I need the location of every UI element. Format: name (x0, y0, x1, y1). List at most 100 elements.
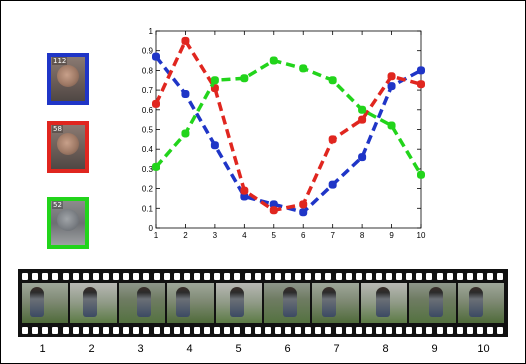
series-2-point (240, 74, 249, 83)
x-tick-label: 5 (272, 231, 277, 240)
sprocket-hole (355, 326, 362, 334)
sprocket-hole (102, 272, 109, 280)
frame-number-label: 3 (137, 343, 144, 355)
sprocket-hole (204, 326, 211, 334)
series-2-point (210, 76, 219, 85)
sprocket-hole (62, 272, 69, 280)
y-tick-label: 0.6 (142, 106, 154, 115)
y-tick-label: 0.1 (142, 204, 154, 213)
sprocket-hole (264, 326, 271, 334)
sprocket-hole (143, 272, 150, 280)
runner-figure (176, 287, 191, 317)
sprocket-hole (396, 272, 403, 280)
sprocket-hole (42, 326, 49, 334)
series-0-point (358, 153, 367, 162)
sprocket-hole (426, 272, 433, 280)
series-2-point (181, 129, 190, 138)
sprocket-hole (62, 326, 69, 334)
sprocket-hole (325, 272, 332, 280)
series-1-point (299, 200, 308, 209)
frame-number-label: 7 (333, 343, 340, 355)
y-tick-label: 0.3 (142, 165, 154, 174)
face-image (57, 209, 79, 231)
thumbnail-person-52: 52 (47, 197, 89, 249)
filmstrip-frames (22, 283, 505, 323)
sprocket-hole (315, 272, 322, 280)
runner-figure (429, 287, 444, 317)
sprocket-hole (163, 326, 170, 334)
runner-figure (375, 287, 390, 317)
sprocket-hole (436, 272, 443, 280)
sprocket-hole (153, 326, 160, 334)
frame-number-label: 9 (431, 343, 438, 355)
frame-number-label: 4 (186, 343, 193, 355)
sprocket-hole (82, 326, 89, 334)
series-0-point (328, 180, 337, 189)
sprocket-hole (295, 272, 302, 280)
sprocket-hole (375, 326, 382, 334)
film-frame (312, 283, 359, 323)
sprocket-hole (173, 326, 180, 334)
thumbnail-id-label: 52 (52, 201, 63, 209)
series-line-2 (154, 58, 423, 176)
sprocket-hole (456, 326, 463, 334)
sprocket-hole (32, 326, 39, 334)
runner-figure (136, 287, 151, 317)
series-2-point (417, 170, 425, 179)
y-tick-label: 0.5 (142, 126, 154, 135)
sprocket-hole (406, 326, 413, 334)
series-1-point (152, 99, 160, 108)
runner-figure (283, 287, 298, 317)
series-1-point (358, 115, 367, 124)
sprocket-hole (264, 272, 271, 280)
series-2-point (152, 162, 160, 171)
sprocket-hole (284, 272, 291, 280)
sprocket-hole (487, 272, 494, 280)
sprocket-hole (416, 326, 423, 334)
series-1-point (328, 135, 337, 144)
sprocket-hole (335, 272, 342, 280)
sprocket-hole (274, 326, 281, 334)
x-tick-label: 9 (389, 231, 394, 240)
sprocket-hole (244, 272, 251, 280)
sprocket-hole (315, 326, 322, 334)
similarity-line-chart: 0 0.1 0.2 0.3 0.4 0.5 0.6 0.7 0.8 0.9 1 1 2 3 4 5 6 7 8 9 10 (142, 27, 426, 240)
x-tick-label: 7 (330, 231, 335, 240)
runner-figure (322, 287, 337, 317)
runner-figure (83, 287, 98, 317)
sprocket-hole (284, 326, 291, 334)
series-1-point (417, 80, 425, 89)
y-tick-label: 0.2 (142, 185, 154, 194)
series-0-point (387, 82, 396, 91)
sprocket-hole (305, 326, 312, 334)
face-image (57, 133, 79, 155)
y-tick-label: 0.8 (142, 66, 154, 75)
sprocket-hole (92, 326, 99, 334)
series-0-point (152, 52, 160, 61)
sprocket-hole (234, 326, 241, 334)
y-tick-label: 0.4 (142, 145, 154, 154)
sprocket-hole (477, 272, 484, 280)
sprocket-hole (82, 272, 89, 280)
x-tick-label: 10 (417, 231, 426, 240)
series-line-1 (154, 39, 422, 213)
y-tick-label: 0 (149, 224, 154, 233)
sprocket-hole (42, 272, 49, 280)
y-tick-label: 0.9 (142, 47, 154, 56)
sprocket-hole (416, 272, 423, 280)
film-frame (215, 283, 263, 323)
thumbnail-id-label: 112 (52, 57, 68, 65)
runner-figure (30, 287, 44, 317)
series-0-point (210, 141, 219, 150)
sprocket-hole (446, 326, 453, 334)
sprocket-hole (52, 272, 59, 280)
plot-area: 0 0.1 0.2 0.3 0.4 0.5 0.6 0.7 0.8 0.9 1 1 2 3 4 5 6 7 8 9 10 (142, 27, 426, 240)
sprocket-hole (204, 272, 211, 280)
series-2-point (358, 105, 367, 114)
series-1-point (240, 186, 249, 195)
sprocket-hole (335, 326, 342, 334)
sprocket-hole (113, 272, 120, 280)
sprocket-hole (295, 326, 302, 334)
sprocket-hole (365, 326, 372, 334)
sprocket-hole (497, 326, 504, 334)
